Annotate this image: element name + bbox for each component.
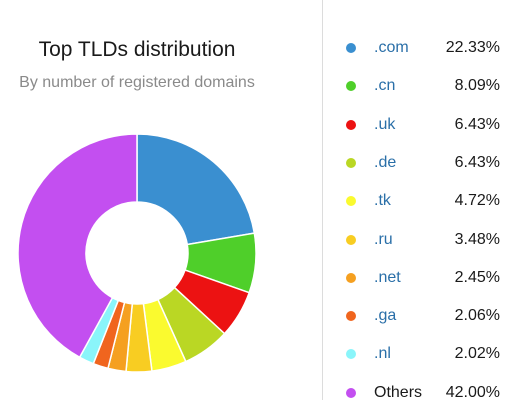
legend-label-tk: .tk <box>374 192 391 210</box>
pie-slice-com[interactable] <box>136 133 256 246</box>
legend-value-nl: 2.02% <box>454 345 500 363</box>
chart-title: Top TLDs distribution <box>38 38 236 61</box>
legend-item-ga[interactable]: .ga 2.06% <box>323 302 514 330</box>
legend-value-uk: 6.43% <box>454 115 500 133</box>
legend-value-cn: 8.09% <box>454 77 500 95</box>
legend-label-cn: .cn <box>374 77 396 95</box>
legend-item-ru[interactable]: .ru 3.48% <box>323 226 514 254</box>
legend-label-com: .com <box>374 39 409 56</box>
legend-item-de[interactable]: .de 6.43% <box>323 149 514 177</box>
chart-panel: Top TLDs distribution By number of regis… <box>17 38 257 373</box>
legend-marker-net <box>346 272 356 283</box>
legend-label-ru: .ru <box>374 230 393 248</box>
legend-value-de: 6.43% <box>454 153 500 171</box>
legend-marker-com <box>346 43 356 53</box>
legend-item-com[interactable]: .com 22.33% <box>323 34 514 62</box>
legend-label-nl: .nl <box>374 345 391 363</box>
legend-label-others: Others <box>374 383 423 401</box>
legend-label-ga: .ga <box>374 307 397 325</box>
legend-value-others: 42.00% <box>445 383 500 401</box>
legend-item-others[interactable]: Others 42.00% <box>323 379 514 407</box>
legend-item-nl[interactable]: .nl 2.02% <box>323 340 514 368</box>
legend-marker-ga <box>346 311 356 322</box>
legend: .com 22.33% .cn 8.09% .uk 6.43% .de 6.43% .tk 4.7… <box>323 0 514 401</box>
legend-value-ga: 2.06% <box>454 307 500 325</box>
legend-marker-ru <box>346 234 356 245</box>
legend-value-net: 2.45% <box>454 268 500 286</box>
pie-slice-others[interactable] <box>17 133 138 359</box>
legend-marker-uk <box>346 119 356 130</box>
donut-chart <box>17 133 257 373</box>
legend-item-tk[interactable]: .tk 4.72% <box>323 187 514 215</box>
legend-label-uk: .uk <box>374 115 396 133</box>
legend-label-net: .net <box>374 268 401 286</box>
legend-item-uk[interactable]: .uk 6.43% <box>323 111 514 139</box>
divider <box>322 0 323 400</box>
legend-label-de: .de <box>374 153 397 171</box>
legend-marker-nl <box>346 349 356 360</box>
legend-item-cn[interactable]: .cn 8.09% <box>323 72 514 100</box>
legend-value-tk: 4.72% <box>454 192 500 210</box>
legend-marker-tk <box>346 196 356 207</box>
legend-marker-others <box>346 387 356 398</box>
legend-item-net[interactable]: .net 2.45% <box>323 264 514 292</box>
legend-marker-cn <box>346 81 356 92</box>
legend-value-ru: 3.48% <box>454 230 500 248</box>
chart-subtitle: By number of registered domains <box>19 74 255 91</box>
legend-marker-de <box>346 157 356 168</box>
legend-value-com: 22.33% <box>445 39 500 56</box>
